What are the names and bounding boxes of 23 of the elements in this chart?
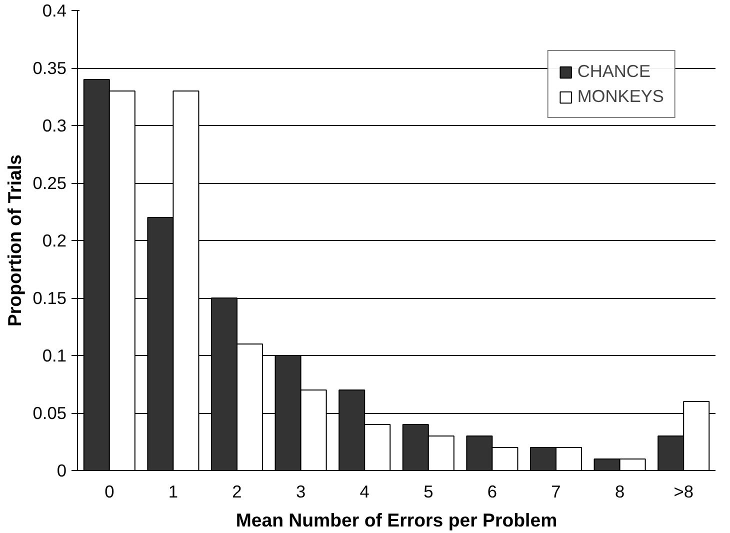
x-axis-title: Mean Number of Errors per Problem xyxy=(236,510,558,530)
x-tick-label: 2 xyxy=(232,482,242,502)
y-tick-label: 0 xyxy=(56,460,67,480)
x-tick-label: 1 xyxy=(168,482,178,502)
y-tick-label: 0.3 xyxy=(42,116,67,136)
x-tick-label: 7 xyxy=(551,482,561,502)
y-tick-label: 0.1 xyxy=(42,346,67,366)
y-tick-label: 0.35 xyxy=(32,58,67,78)
x-tick-label: 6 xyxy=(487,482,498,502)
x-tick-label: 5 xyxy=(424,482,434,502)
y-tick-label: 0.4 xyxy=(42,0,67,20)
legend-label: MONKEYS xyxy=(577,86,664,107)
y-tick-label: 0.25 xyxy=(32,173,67,193)
x-tick-label: 0 xyxy=(104,482,114,502)
x-tick-label: 3 xyxy=(296,482,306,502)
legend-label: CHANCE xyxy=(577,61,650,82)
x-tick-label: 8 xyxy=(614,482,625,502)
y-tick-label: 0.2 xyxy=(42,230,67,250)
y-tick-label: 0.15 xyxy=(32,288,67,308)
y-tick-label: 0.05 xyxy=(32,403,67,423)
y-axis-title: Proportion of Trials xyxy=(4,154,25,327)
x-tick-label: >8 xyxy=(674,482,694,502)
x-tick-label: 4 xyxy=(360,482,370,502)
